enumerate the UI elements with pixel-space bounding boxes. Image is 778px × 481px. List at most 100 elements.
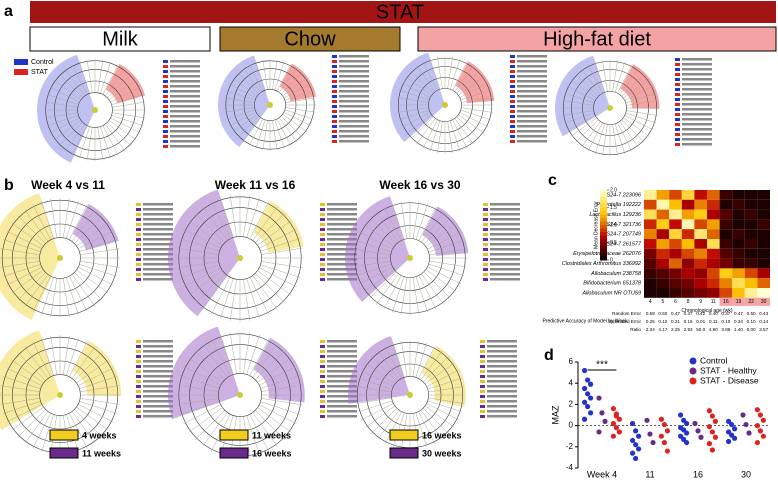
legend-text <box>170 130 200 133</box>
clade-branch <box>392 203 405 240</box>
legend-swatch <box>136 345 141 348</box>
data-point <box>658 433 665 439</box>
clade-branch <box>614 123 626 155</box>
legend-swatch <box>332 70 337 73</box>
table-cell: 0.16 <box>684 319 693 324</box>
legend-text <box>682 73 712 76</box>
data-point <box>588 381 594 387</box>
legend-swatch <box>136 248 141 251</box>
clade-wedge <box>455 61 495 104</box>
heat-cell <box>694 190 707 200</box>
legend-swatch <box>320 365 325 368</box>
legend-text <box>487 405 517 408</box>
clade-branch <box>252 412 278 447</box>
legend-text <box>339 120 369 123</box>
clade-branch <box>64 123 85 152</box>
heat-cell <box>669 288 682 298</box>
clade-branch <box>252 343 278 378</box>
clade-branch <box>361 403 394 420</box>
clade-wedge <box>72 203 119 251</box>
clade-branch <box>383 206 402 241</box>
legend-text <box>327 268 357 271</box>
clade-branch <box>261 247 303 255</box>
heat-cell <box>757 288 770 298</box>
row-label: S24-7 261577 <box>606 241 641 247</box>
clade-branch <box>365 362 396 385</box>
clade-branch <box>53 79 82 100</box>
clade-branch <box>41 414 54 452</box>
clade-branch <box>371 407 398 434</box>
legend-swatch <box>320 213 325 216</box>
legend-swatch <box>510 135 515 138</box>
heat-cell <box>644 209 657 220</box>
legend-swatch <box>163 130 168 133</box>
legend-text <box>143 228 173 231</box>
legend-label: Control <box>31 59 54 66</box>
clade-branch <box>49 117 80 134</box>
legend-swatch <box>219 447 249 459</box>
clade-branch <box>449 58 461 90</box>
clade-branch <box>229 195 237 237</box>
clade-branch <box>427 377 462 390</box>
legend-text <box>339 80 369 83</box>
legend-text <box>327 370 357 373</box>
clade-ring <box>77 92 113 128</box>
clade-branch <box>107 122 132 147</box>
legend-swatch <box>332 120 337 123</box>
data-point <box>585 377 591 383</box>
heat-cell <box>681 288 695 298</box>
data-point <box>706 424 713 430</box>
heat-cell <box>669 229 682 239</box>
legend-swatch <box>675 133 680 136</box>
clade-root <box>237 392 243 398</box>
clade-branch <box>78 367 114 386</box>
clade-branch <box>461 107 493 113</box>
data-point <box>757 412 764 418</box>
legend-text <box>517 55 547 58</box>
legend-swatch <box>136 238 141 241</box>
clade-branch <box>624 85 654 101</box>
clade-branch <box>110 86 141 103</box>
legend-text <box>490 273 520 276</box>
clade-branch <box>276 118 291 146</box>
clade-branch <box>246 334 260 375</box>
clade-branch <box>415 276 428 313</box>
legend-text <box>682 128 712 131</box>
legend-swatch <box>483 273 488 276</box>
colorbar-step <box>600 232 607 236</box>
colorbar-label: 0.5 <box>610 240 617 246</box>
legend-swatch <box>332 110 337 113</box>
legend-text <box>327 203 357 206</box>
heat-cell <box>669 209 682 220</box>
legend-swatch <box>510 55 515 58</box>
clade-branch <box>377 409 400 440</box>
legend-swatch <box>136 228 141 231</box>
legend-swatch <box>483 213 488 216</box>
heat-cell <box>757 258 770 269</box>
clade-branch <box>71 64 88 95</box>
legend-text <box>143 238 173 241</box>
data-point <box>650 439 656 446</box>
clade-branch <box>0 260 40 268</box>
table-cell: 0.10 <box>747 319 756 324</box>
heat-cell <box>757 229 770 239</box>
heat-cell <box>656 258 670 269</box>
clade-branch <box>224 97 255 103</box>
clade-branch <box>0 385 40 393</box>
legend-swatch <box>483 243 488 246</box>
legend-text <box>143 385 173 388</box>
clade-branch <box>452 61 468 91</box>
legend-text <box>517 125 547 128</box>
legend-text <box>327 243 357 246</box>
legend-text <box>143 248 173 251</box>
panel-label: a <box>4 3 13 20</box>
x-tick-label: 16 <box>723 299 729 305</box>
clade-branch <box>284 109 314 120</box>
clade-branch <box>623 79 650 99</box>
clade-root <box>407 255 413 261</box>
heat-cell <box>694 199 707 210</box>
legend-swatch <box>320 243 325 246</box>
clade-branch <box>397 107 429 113</box>
clade-branch <box>108 120 137 141</box>
row-label: Allobaculum NR OTU59 <box>581 290 641 296</box>
